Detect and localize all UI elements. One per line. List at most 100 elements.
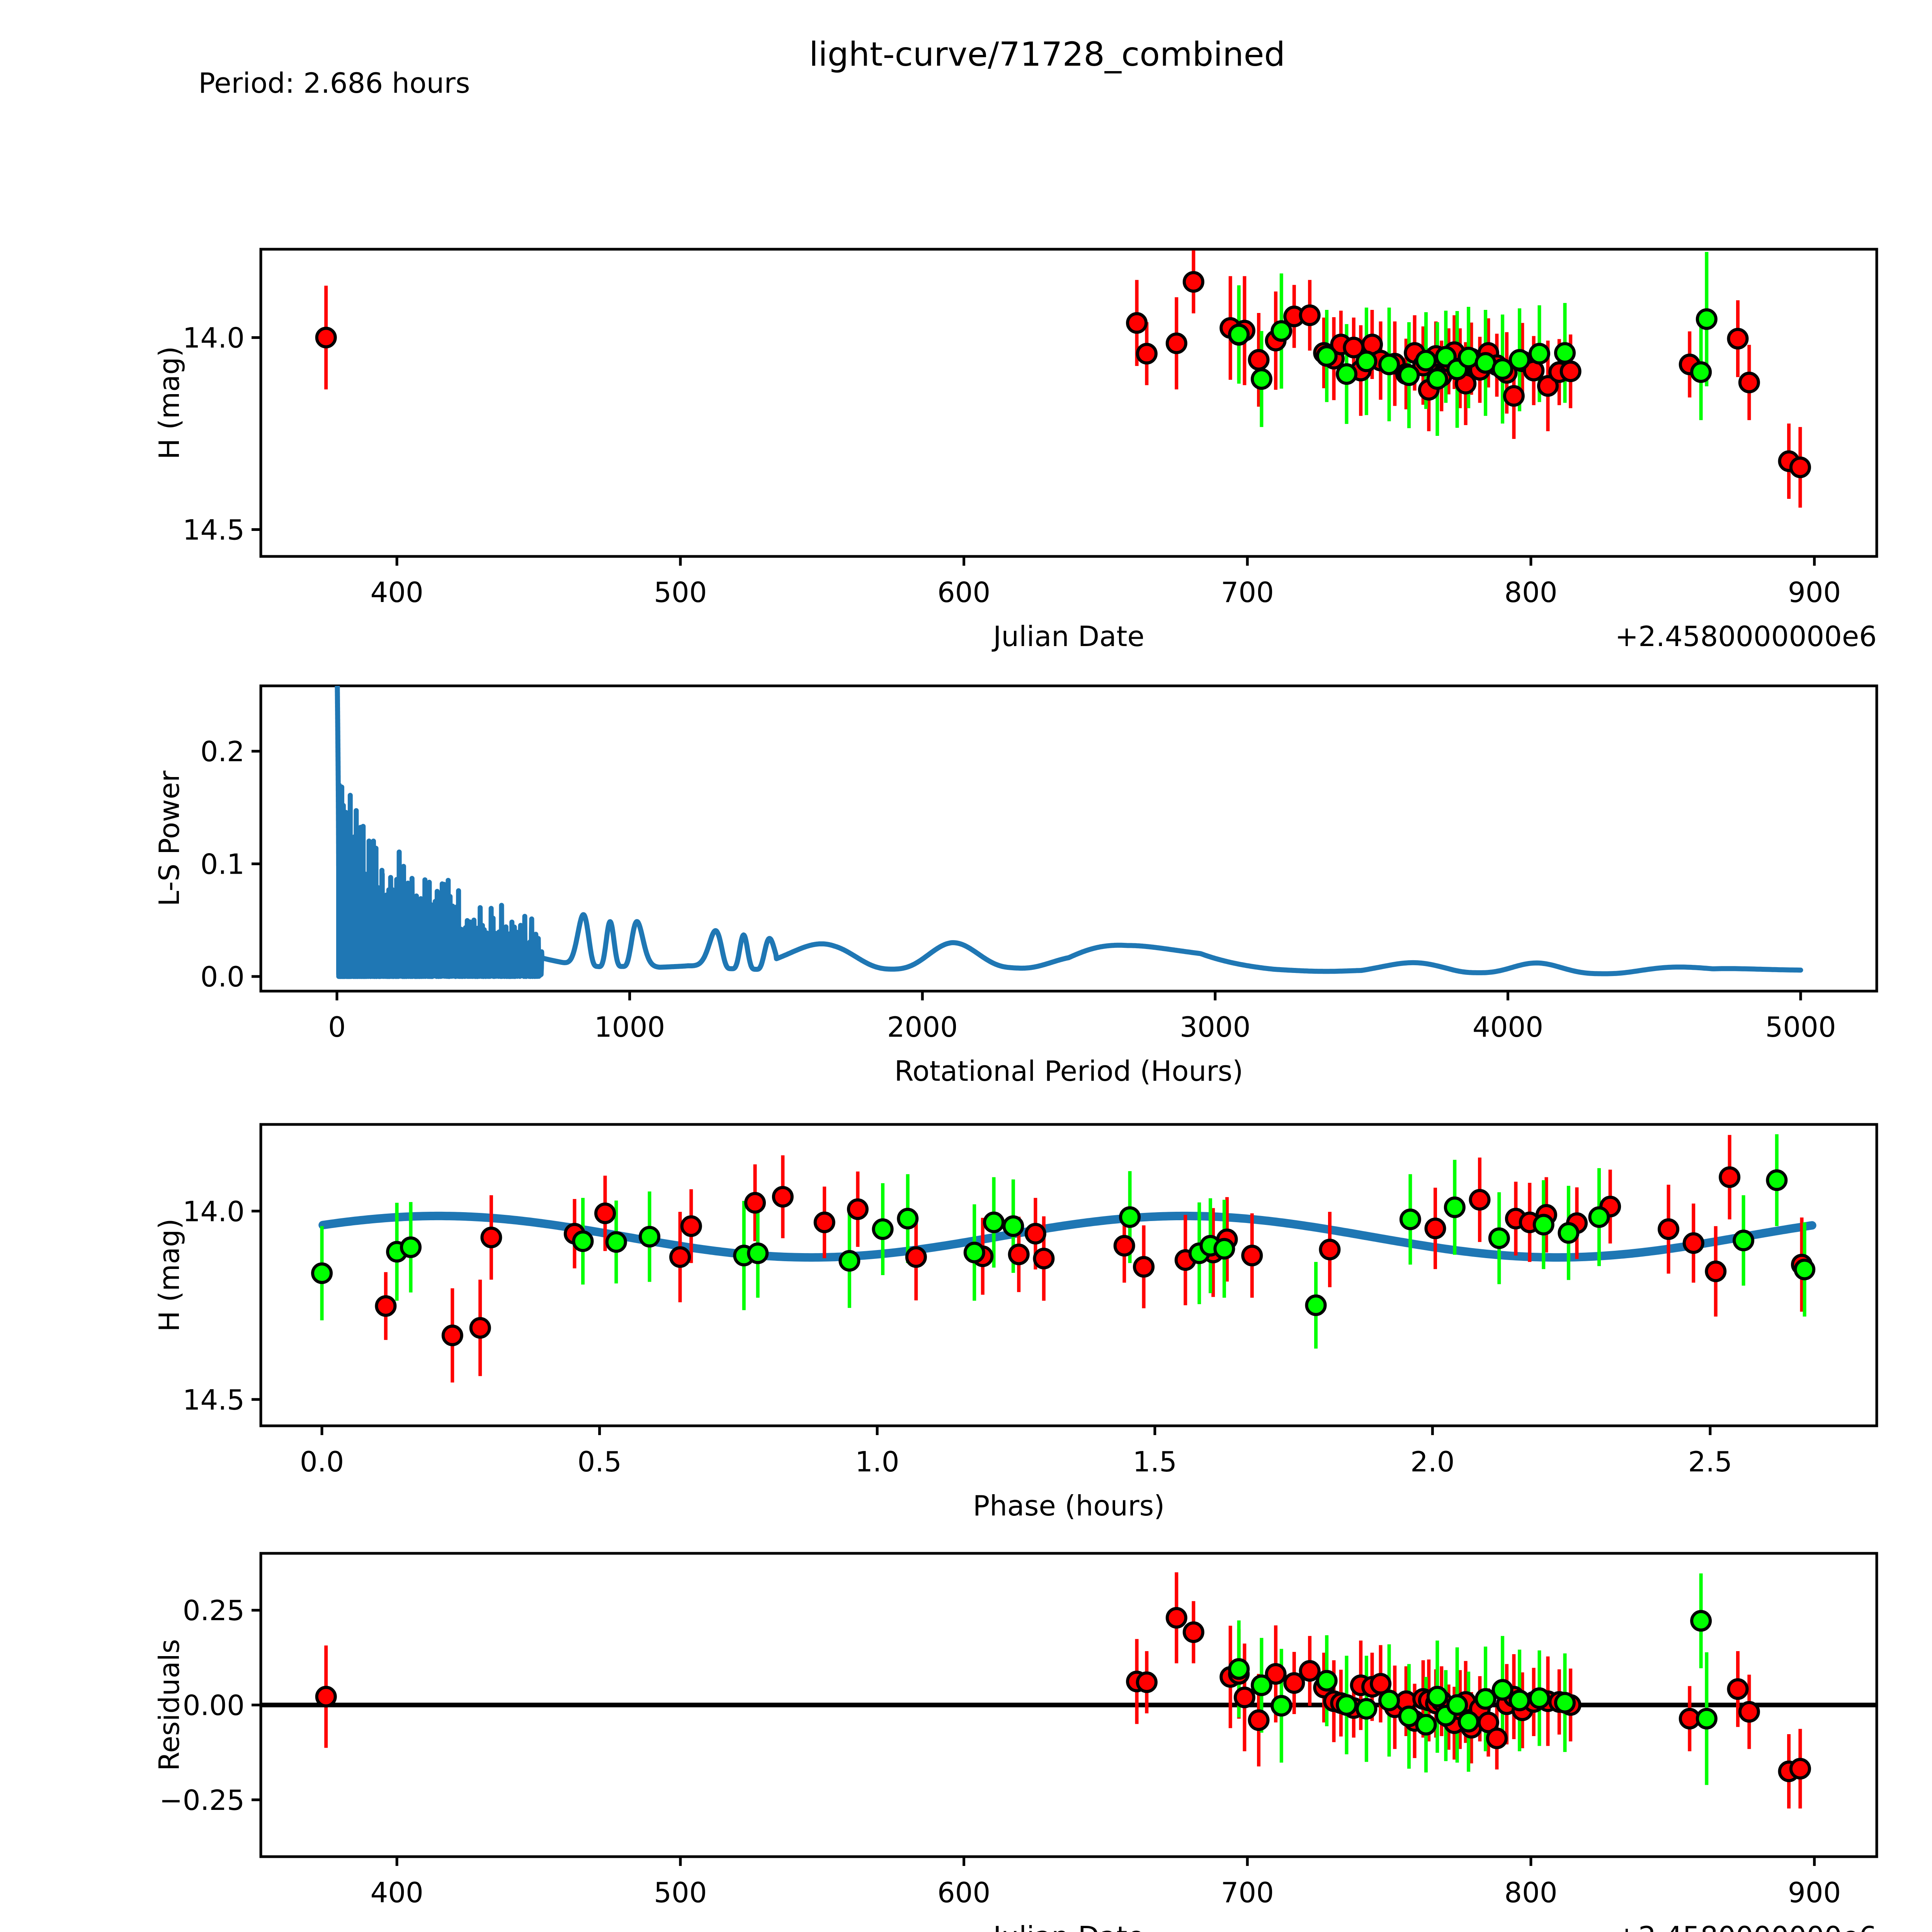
data-point xyxy=(772,1186,794,1208)
x-tick-label: 0.0 xyxy=(300,1446,344,1478)
data-point xyxy=(1658,1218,1680,1240)
x-axis-offset-text: +2.4580000000e6 xyxy=(1615,1920,1877,1932)
data-point xyxy=(1378,1689,1400,1711)
data-point xyxy=(1696,1708,1718,1730)
data-point xyxy=(1528,1687,1550,1709)
panel-phasefold: 0.0 0.5 1.0 1.5 2.0 2.5 14.0 14.5 Phase (hours) H… xyxy=(153,1123,1878,1522)
x-tick-label: 900 xyxy=(1788,576,1841,609)
data-point xyxy=(1733,1230,1755,1252)
data-point xyxy=(1113,1235,1135,1257)
data-point xyxy=(1133,1256,1155,1278)
data-point xyxy=(1228,323,1250,345)
data-point xyxy=(1024,1223,1046,1245)
data-point xyxy=(680,1215,702,1237)
data-point xyxy=(1008,1243,1030,1265)
y-axis-label: L-S Power xyxy=(153,770,185,906)
data-point xyxy=(872,1218,894,1240)
panel-residuals: 400 500 600 700 800 900 −0.25 0.00 0.25 Julian Da… xyxy=(153,1552,1878,1932)
data-point xyxy=(1532,1214,1554,1236)
data-point xyxy=(1719,1166,1741,1188)
data-point xyxy=(1558,1222,1580,1244)
data-point xyxy=(1509,1689,1531,1711)
data-point xyxy=(480,1226,502,1248)
data-point xyxy=(1316,345,1338,367)
y-tick-label: 0.0 xyxy=(200,961,245,993)
data-point xyxy=(572,1230,594,1252)
data-point xyxy=(1182,1621,1204,1643)
data-point xyxy=(1233,1686,1255,1708)
data-point xyxy=(1319,1238,1341,1260)
y-axis-label: Residuals xyxy=(153,1639,185,1771)
data-point xyxy=(1528,343,1550,365)
data-point xyxy=(1475,1688,1497,1710)
data-point xyxy=(400,1236,422,1258)
x-tick-label: 800 xyxy=(1504,1876,1557,1909)
data-point xyxy=(605,1231,627,1253)
data-point xyxy=(1316,1670,1338,1692)
data-point xyxy=(1727,328,1749,350)
plot-area xyxy=(315,250,1811,508)
data-point xyxy=(1213,1238,1235,1260)
data-point xyxy=(594,1202,616,1225)
x-tick-label: 2000 xyxy=(887,1011,958,1043)
x-tick-label: 5000 xyxy=(1765,1011,1836,1043)
page-title: light-curve/71728_combined xyxy=(809,35,1285,74)
x-tick-label: 800 xyxy=(1504,576,1557,609)
panel-periodogram: 0 1000 2000 3000 4000 5000 0.0 0.1 0.2 Rotational… xyxy=(153,684,1878,1087)
y-tick-label: 0.00 xyxy=(183,1689,245,1722)
period-annotation: Period: 2.686 hours xyxy=(198,67,470,99)
data-point xyxy=(838,1250,861,1272)
data-point xyxy=(1136,1671,1158,1693)
y-tick-label: 14.5 xyxy=(183,514,245,546)
data-point xyxy=(375,1295,397,1317)
data-point xyxy=(1509,349,1531,371)
data-point xyxy=(1738,1701,1760,1723)
x-tick-label: 700 xyxy=(1221,576,1274,609)
x-tick-label: 3000 xyxy=(1180,1011,1250,1043)
data-point xyxy=(1503,385,1525,407)
data-point xyxy=(963,1242,985,1264)
data-point xyxy=(1690,1610,1712,1632)
y-tick-label: 14.5 xyxy=(183,1384,245,1416)
x-tick-label: 0.5 xyxy=(577,1446,622,1478)
x-tick-label: 1.0 xyxy=(855,1446,900,1478)
marker-group-green xyxy=(311,1169,1816,1316)
data-point xyxy=(638,1226,660,1248)
data-point xyxy=(1136,343,1158,365)
x-tick-label: 900 xyxy=(1788,1876,1841,1909)
data-point xyxy=(1424,1218,1446,1240)
marker-group-green xyxy=(1228,308,1718,390)
panel-lightcurve: 400 500 600 700 800 900 14.0 14.5 Julian Date H (… xyxy=(153,248,1878,653)
data-point xyxy=(1426,1685,1448,1708)
data-point xyxy=(1469,1189,1491,1211)
plot-area xyxy=(261,1572,1877,1809)
x-axis-offset-text: +2.4580000000e6 xyxy=(1615,620,1877,653)
x-tick-label: 700 xyxy=(1221,1876,1274,1909)
data-point xyxy=(1415,350,1437,372)
data-point xyxy=(1444,1196,1466,1218)
data-point xyxy=(669,1246,691,1268)
data-point xyxy=(1738,371,1760,393)
data-point xyxy=(1415,1714,1437,1736)
data-point xyxy=(1492,1679,1514,1701)
data-point xyxy=(1165,332,1187,354)
data-point xyxy=(1486,1727,1508,1749)
x-tick-label: 400 xyxy=(370,576,423,609)
x-tick-label: 500 xyxy=(654,576,707,609)
x-tick-label: 400 xyxy=(370,1876,423,1909)
plot-frame xyxy=(259,1123,1878,1427)
data-point xyxy=(1270,1695,1293,1717)
y-tick-label: −0.25 xyxy=(159,1784,245,1816)
data-point xyxy=(441,1325,463,1346)
data-point xyxy=(1492,358,1514,380)
data-point xyxy=(1241,1245,1263,1267)
data-point xyxy=(1299,1660,1321,1682)
plot-frame xyxy=(259,248,1878,558)
data-point xyxy=(1789,1758,1811,1780)
marker-group-green xyxy=(1228,1610,1718,1736)
data-point xyxy=(1283,1672,1305,1694)
x-tick-label: 500 xyxy=(654,1876,707,1909)
plot-area xyxy=(335,686,1803,979)
data-point xyxy=(1002,1215,1024,1237)
